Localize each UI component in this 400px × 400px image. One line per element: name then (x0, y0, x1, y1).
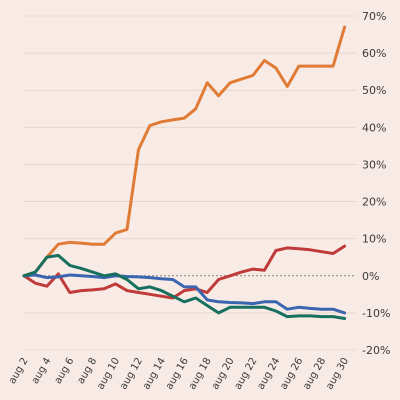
y-tick-label: 0% (362, 270, 379, 283)
series-line-1 (22, 25, 347, 278)
y-tick-label: 60% (362, 47, 386, 60)
y-tick-label: 50% (362, 84, 386, 97)
x-tick-label: aug 8 (76, 356, 100, 386)
series-line-2 (22, 244, 347, 300)
x-tick-label: aug 2 (7, 356, 31, 386)
series-line-3 (22, 273, 347, 315)
y-tick-label: -10% (362, 307, 390, 320)
gridlines (24, 15, 356, 351)
y-axis-ticks: -20% -10% 0% 10% 20% 30% 40% 50% 60% 70% (362, 10, 390, 357)
y-tick-label: 30% (362, 158, 386, 171)
y-tick-label: 70% (362, 10, 386, 23)
x-tick-label: aug 6 (53, 356, 77, 386)
y-tick-label: -20% (362, 344, 390, 357)
x-tick-label: aug 4 (30, 356, 54, 386)
y-tick-label: 20% (362, 196, 386, 209)
y-tick-label: 10% (362, 233, 386, 246)
x-tick-label: aug 30 (324, 356, 351, 392)
series-line-4 (22, 253, 347, 320)
y-tick-label: 40% (362, 121, 386, 134)
series-lines (22, 25, 347, 320)
